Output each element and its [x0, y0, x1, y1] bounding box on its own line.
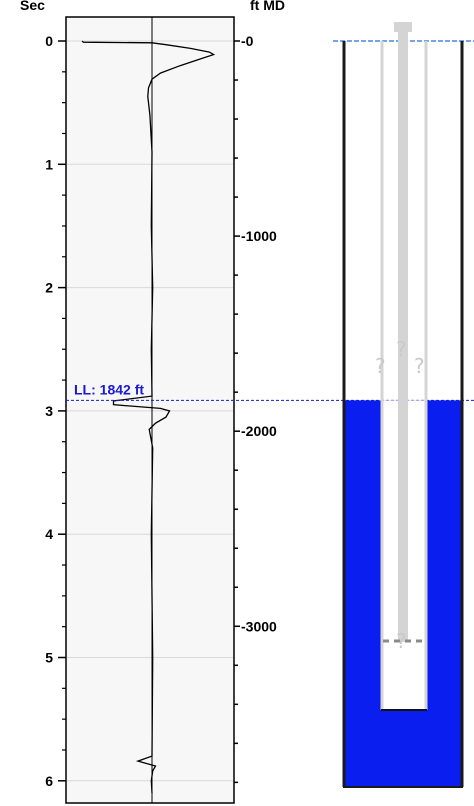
left-tick-label-4: 4 — [45, 526, 53, 542]
left-tick-label-6: 6 — [45, 773, 53, 789]
left-tick-label-3: 3 — [45, 403, 53, 419]
liquid-level-label: LL: 1842 ft — [74, 381, 144, 397]
trace-panel — [65, 16, 235, 804]
left-axis-label: Sec — [20, 0, 45, 13]
right-tick-label-2000: -2000 — [241, 423, 277, 439]
right-tick-label-1000: -1000 — [241, 228, 277, 244]
left-tick-label-0: 0 — [45, 33, 53, 49]
right-axis-ticks: -0 -1000 -2000 -3000 — [234, 33, 277, 784]
left-axis-ticks: 0 1 2 3 4 5 6 — [45, 33, 66, 789]
wellbore-diagram: ? ? ? ? — [333, 22, 474, 788]
left-tick-label-5: 5 — [45, 650, 53, 666]
rod-top-stub — [394, 22, 412, 32]
unknown-mark-rod: ? — [396, 337, 407, 361]
rod-string — [398, 22, 408, 642]
right-axis-label: ft MD — [250, 0, 285, 13]
left-tick-label-2: 2 — [45, 280, 53, 296]
acoustic-trace-line — [81, 40, 216, 794]
right-tick-label-3000: -3000 — [241, 618, 277, 634]
unknown-mark-right: ? — [414, 354, 425, 378]
unknown-mark-left: ? — [375, 354, 386, 378]
unknown-mark-pump: ? — [396, 629, 407, 653]
right-tick-label-0: -0 — [241, 33, 254, 49]
left-tick-label-1: 1 — [45, 156, 53, 172]
gridlines — [67, 40, 233, 782]
